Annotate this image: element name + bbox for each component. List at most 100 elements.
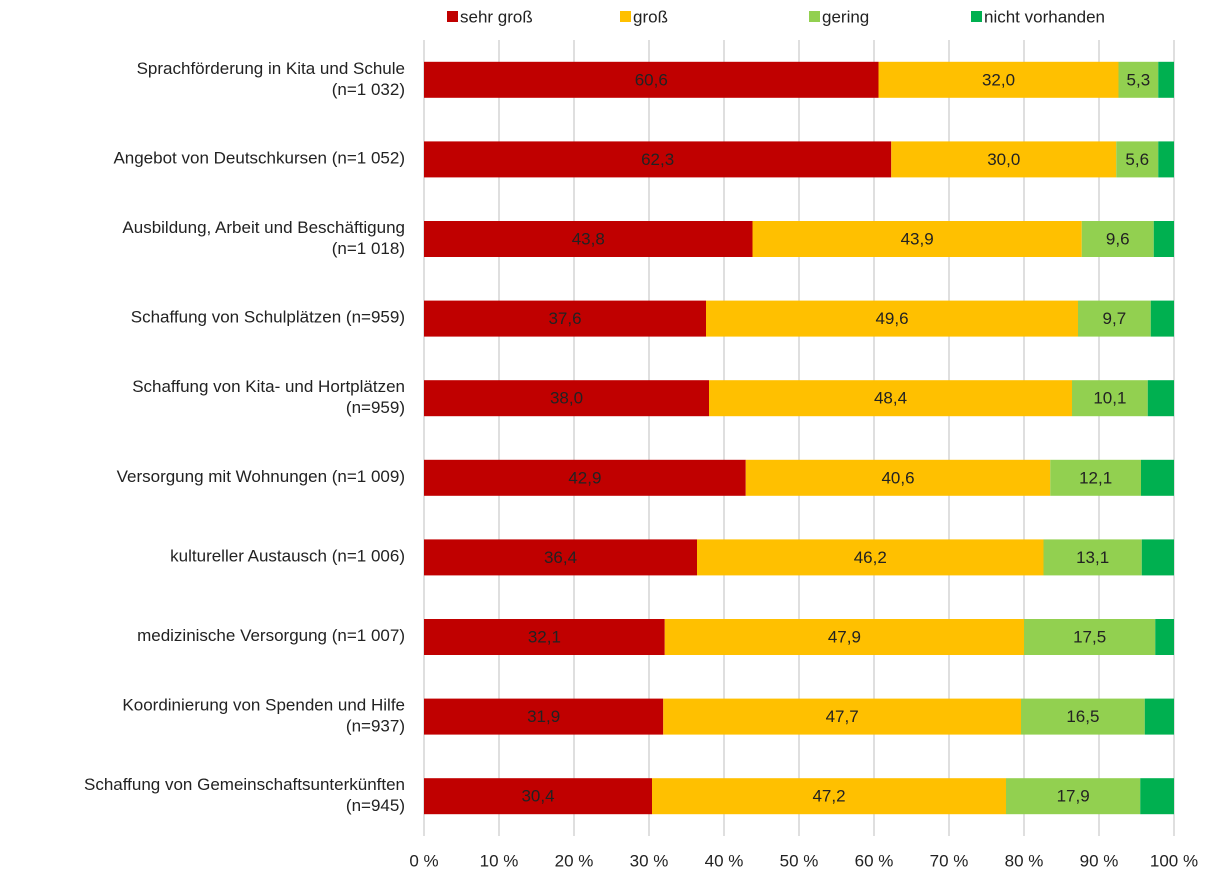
value-label: 47,7 — [826, 707, 859, 726]
category-label-line: Sprachförderung in Kita und Schule — [137, 59, 405, 78]
value-label: 37,6 — [548, 309, 581, 328]
bar-segment — [1140, 778, 1174, 815]
category-label: medizinische Versorgung (n=1 007) — [137, 626, 405, 645]
category-label-line: Koordinierung von Spenden und Hilfe — [122, 696, 405, 715]
bar-segment — [1141, 459, 1174, 496]
bar-segment — [1021, 698, 1145, 735]
value-label: 47,9 — [828, 627, 861, 646]
value-label: 12,1 — [1079, 468, 1112, 487]
value-label: 62,3 — [641, 150, 674, 169]
category-label-line: Schaffung von Schulplätzen (n=959) — [131, 308, 405, 327]
value-label: 43,9 — [901, 229, 934, 248]
category-label-line: Schaffung von Kita- und Hortplätzen — [132, 378, 405, 397]
bar-segment — [745, 459, 1051, 496]
x-tick-label: 90 % — [1080, 851, 1119, 870]
value-label: 36,4 — [544, 548, 577, 567]
bar-segment — [424, 539, 697, 576]
bar-segment — [664, 619, 1024, 655]
value-label: 16,5 — [1066, 707, 1099, 726]
legend-swatch — [971, 11, 982, 22]
category-label-line: kultureller Austausch (n=1 006) — [170, 547, 405, 566]
x-tick-label: 50 % — [780, 851, 819, 870]
bar-segment — [1006, 778, 1141, 815]
category-label: Versorgung mit Wohnungen (n=1 009) — [117, 467, 405, 486]
x-tick-label: 0 % — [409, 851, 438, 870]
value-label: 30,4 — [521, 787, 554, 806]
x-tick-label: 60 % — [855, 851, 894, 870]
bar-segment — [1155, 619, 1174, 655]
value-label: 43,8 — [572, 229, 605, 248]
category-label-line: (n=937) — [346, 717, 405, 736]
value-label: 40,6 — [881, 468, 914, 487]
bar-segment — [1072, 380, 1148, 417]
value-label: 60,6 — [635, 70, 668, 89]
bar-segment — [1141, 539, 1174, 576]
value-label: 9,6 — [1106, 229, 1130, 248]
bar-segment — [424, 300, 706, 337]
value-label: 10,1 — [1093, 389, 1126, 408]
category-label-line: (n=1 018) — [332, 239, 405, 258]
value-label: 49,6 — [875, 309, 908, 328]
value-label: 38,0 — [550, 389, 583, 408]
legend-label: nicht vorhanden — [984, 7, 1105, 26]
category-label: Ausbildung, Arbeit und Beschäftigung (n=1… — [122, 218, 405, 258]
bar-segment — [1153, 221, 1174, 257]
bar-segment — [424, 698, 664, 735]
bar-segment — [1024, 619, 1156, 655]
value-label: 17,5 — [1073, 627, 1106, 646]
category-label: kultureller Austausch (n=1 006) — [170, 547, 405, 566]
bar-segment — [706, 300, 1078, 337]
legend-label: sehr groß — [460, 7, 533, 26]
category-label-line: Versorgung mit Wohnungen (n=1 009) — [117, 467, 405, 486]
x-tick-label: 10 % — [480, 851, 519, 870]
bar-segment — [697, 539, 1044, 576]
legend-label: gering — [822, 7, 869, 26]
category-label: Sprachförderung in Kita und Schule (n=1 0… — [137, 59, 405, 99]
value-label: 30,0 — [987, 150, 1020, 169]
bar-segment — [424, 141, 892, 178]
bar-segment — [1043, 539, 1142, 576]
value-label: 17,9 — [1057, 787, 1090, 806]
bar-segment — [424, 778, 652, 815]
category-label-line: (n=1 032) — [332, 80, 405, 99]
value-label: 32,1 — [528, 627, 561, 646]
bar-segment — [1116, 141, 1159, 178]
value-label: 46,2 — [854, 548, 887, 567]
value-label: 31,9 — [527, 707, 560, 726]
bar-segment — [709, 380, 1072, 417]
legend-swatch — [447, 11, 458, 22]
bar-segment — [663, 698, 1021, 735]
bar-segment — [1150, 300, 1174, 337]
bar-segment — [1158, 141, 1174, 178]
category-label: Schaffung von Schulplätzen (n=959) — [131, 308, 405, 327]
bar-segment — [752, 221, 1082, 257]
bar-segment — [1050, 459, 1141, 496]
category-label-line: Angebot von Deutschkursen (n=1 052) — [113, 149, 405, 168]
bar-segment — [1144, 698, 1174, 735]
category-label: Koordinierung von Spenden und Hilfe (n=93… — [122, 696, 405, 736]
category-label-line: Ausbildung, Arbeit und Beschäftigung — [122, 218, 405, 237]
category-label: Angebot von Deutschkursen (n=1 052) — [113, 149, 405, 168]
value-label: 5,6 — [1125, 150, 1149, 169]
x-tick-label: 20 % — [555, 851, 594, 870]
bar-segment — [424, 380, 709, 417]
bar-segment — [424, 61, 879, 98]
value-label: 42,9 — [568, 468, 601, 487]
x-tick-label: 100 % — [1150, 851, 1198, 870]
bar-segment — [1081, 221, 1154, 257]
category-label-line: medizinische Versorgung (n=1 007) — [137, 626, 405, 645]
bar-segment — [891, 141, 1117, 178]
legend-label: groß — [633, 7, 668, 26]
x-tick-label: 30 % — [630, 851, 669, 870]
value-label: 13,1 — [1076, 548, 1109, 567]
category-label-line: (n=945) — [346, 797, 405, 816]
bar-segment — [1118, 61, 1159, 98]
value-label: 32,0 — [982, 70, 1015, 89]
x-tick-label: 70 % — [930, 851, 969, 870]
x-tick-label: 40 % — [705, 851, 744, 870]
bar-segment — [652, 778, 1006, 815]
legend-swatch — [620, 11, 631, 22]
category-label: Schaffung von Kita- und Hortplätzen (n=95… — [132, 378, 405, 418]
legend-swatch — [809, 11, 820, 22]
